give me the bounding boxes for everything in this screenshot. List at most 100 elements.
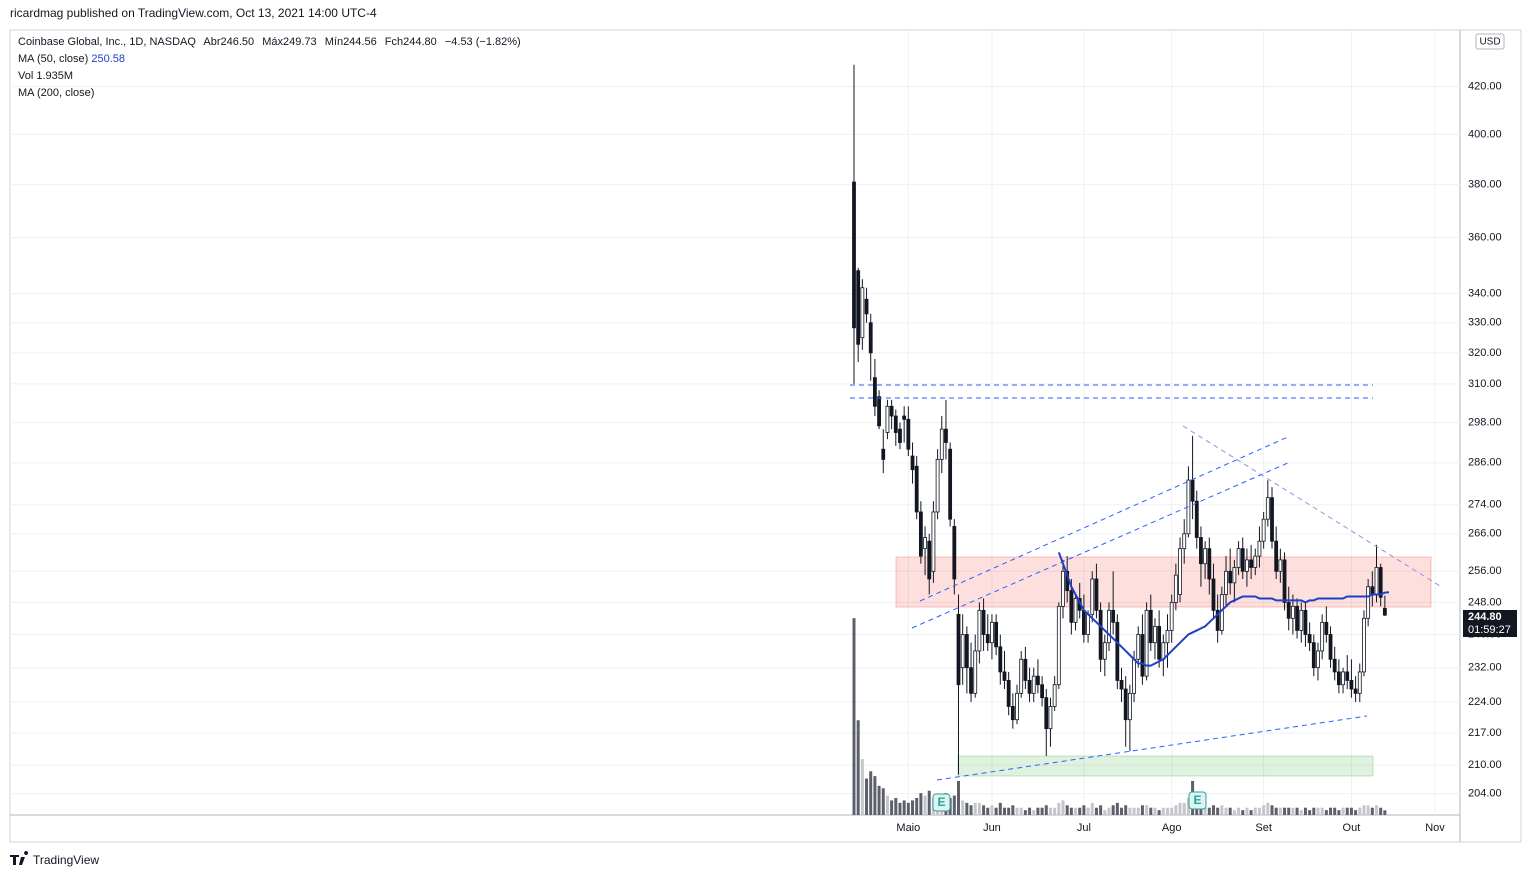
volume-bar (1157, 810, 1161, 815)
vol-value: 1.935M (36, 70, 73, 82)
close-label: Fch (385, 36, 403, 48)
brand: TradingView (33, 853, 99, 867)
volume-bar (1341, 807, 1345, 815)
candle-body (1019, 658, 1024, 694)
candle-body (1052, 684, 1057, 707)
volume-bar (1019, 807, 1023, 815)
volume-bar (1145, 805, 1149, 815)
candle-body (973, 650, 978, 694)
candle-body (856, 270, 861, 345)
candle-body (898, 428, 902, 443)
volume-bar (1174, 805, 1178, 815)
volume-bar (1015, 807, 1019, 815)
ma50-legend: MA (50, close) 250.58 (18, 53, 125, 65)
x-tick-label: Maio (896, 822, 920, 834)
volume-bar (1291, 807, 1295, 815)
volume-bar (1366, 805, 1370, 815)
volume-bar (1086, 807, 1090, 815)
y-tick-label: 340.00 (1468, 287, 1502, 299)
candle-body (1140, 634, 1145, 677)
y-tick-label: 266.00 (1468, 528, 1502, 540)
volume-bar (919, 793, 923, 815)
vol-legend: Vol 1.935M (18, 70, 73, 82)
volume-bar (973, 802, 977, 815)
volume-bar (1274, 807, 1278, 815)
support-zone (957, 755, 1374, 777)
volume-bar (1111, 805, 1115, 815)
candle-body (1056, 605, 1061, 686)
volume-bar (1061, 800, 1065, 815)
volume-bar (1362, 805, 1366, 815)
volume-bar (1161, 807, 1165, 815)
x-tick-label: Jun (983, 822, 1001, 834)
y-tick-label: 286.00 (1468, 457, 1502, 469)
ma50-label: MA (50, close) (18, 53, 88, 65)
candle-body (1144, 609, 1149, 677)
volume-bar (898, 802, 902, 815)
legend-line: Coinbase Global, Inc., 1D, NASDAQ Abr246… (18, 36, 521, 48)
candle-body (1199, 537, 1203, 565)
volume-bar (1345, 807, 1349, 815)
volume-bar (1283, 807, 1287, 815)
volume-bar (998, 802, 1002, 815)
candle-body (1370, 586, 1375, 595)
candle-body (969, 667, 973, 694)
volume-bar (1078, 807, 1082, 815)
candle-body (1015, 692, 1019, 721)
earnings-icon[interactable] (932, 793, 951, 812)
ma50-line (1057, 552, 1390, 667)
volume-bar (877, 785, 881, 815)
channel-line (911, 461, 1291, 629)
volume-bar (1170, 807, 1174, 815)
currency-box[interactable] (1475, 33, 1505, 50)
candle-body (1048, 706, 1053, 730)
candle-body (1107, 609, 1111, 644)
candle-body (1336, 671, 1341, 686)
volume-bar (1011, 805, 1015, 815)
volume-bar (1103, 810, 1107, 815)
axis-labels: 204.00210.00217.00224.00232.00240.00248.… (896, 81, 1501, 834)
volume-bar (1308, 810, 1312, 815)
volume-bar (1094, 807, 1098, 815)
volume-bar (969, 805, 973, 815)
earnings-text[interactable]: E (937, 795, 945, 809)
candle-body (852, 181, 856, 329)
candle-body (931, 511, 936, 572)
candle-body (1282, 559, 1287, 603)
volume-bar (1028, 807, 1032, 815)
volume-bar (1358, 807, 1362, 815)
y-tick-label: 232.00 (1468, 662, 1502, 674)
volume-bar (1266, 802, 1270, 815)
candle-body (923, 537, 927, 550)
volume-bar (986, 807, 990, 815)
candle-body (1316, 650, 1320, 669)
volume-bar (1048, 807, 1052, 815)
volume-bar (1040, 807, 1044, 815)
candle-body (893, 415, 898, 433)
x-tick-label: Nov (1425, 822, 1445, 834)
y-tick-label: 298.00 (1468, 416, 1502, 428)
volume-bar (1153, 807, 1157, 815)
candle-body (1366, 586, 1371, 619)
candle-body (1378, 567, 1383, 598)
volume-bar (1182, 802, 1186, 815)
earnings-icon[interactable] (1188, 791, 1207, 810)
earnings-text[interactable]: E (1193, 793, 1201, 807)
volume-bar (1220, 805, 1224, 815)
volume-bar (1211, 805, 1215, 815)
candle-body (1036, 675, 1040, 686)
y-tick-label: 248.00 (1468, 596, 1502, 608)
y-tick-label: 210.00 (1468, 759, 1502, 771)
currency[interactable]: USD (1479, 37, 1500, 48)
price-tag (1463, 610, 1517, 637)
y-tick-label: 256.00 (1468, 565, 1502, 577)
candle-layer (852, 64, 1387, 775)
candle-body (1253, 555, 1258, 568)
volume-bar (1099, 805, 1103, 815)
candle-body (1194, 500, 1199, 538)
volume-bar (957, 780, 960, 815)
candle-body (1031, 675, 1036, 694)
candle-body (1082, 609, 1086, 635)
candle-body (914, 465, 919, 513)
volume-bar (1379, 807, 1383, 815)
